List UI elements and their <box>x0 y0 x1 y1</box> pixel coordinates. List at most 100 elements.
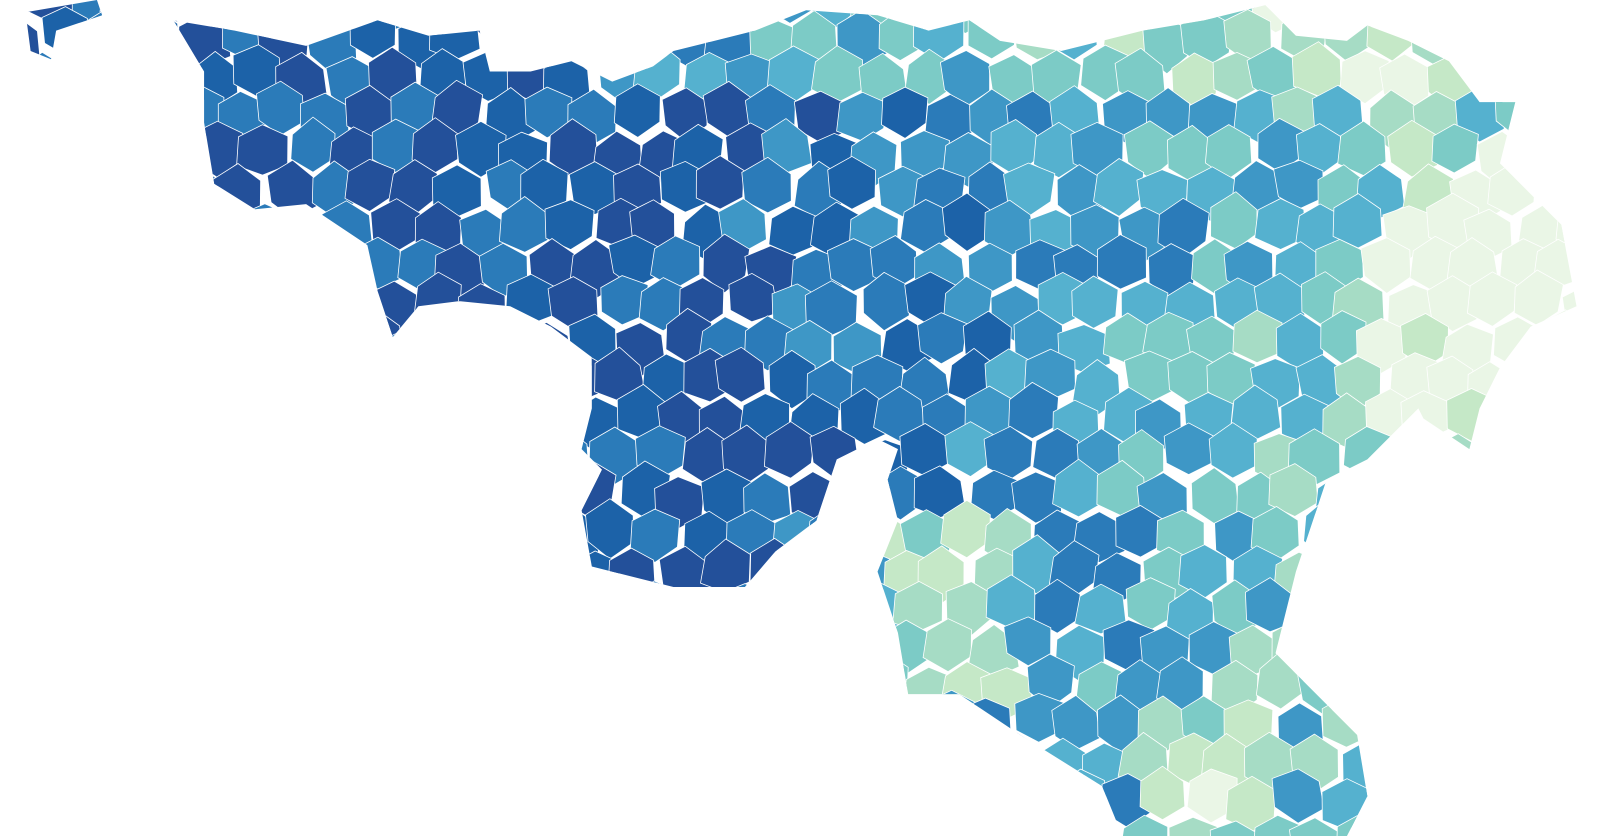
municipality <box>1496 614 1547 669</box>
municipality <box>819 652 866 707</box>
municipality <box>549 731 600 790</box>
municipality <box>714 346 766 403</box>
municipality <box>655 696 706 754</box>
municipality <box>371 584 424 643</box>
municipality <box>1515 352 1565 405</box>
municipality <box>60 589 111 647</box>
municipality <box>454 427 506 482</box>
municipality <box>0 48 21 99</box>
municipality <box>66 201 118 252</box>
municipality <box>1518 0 1567 30</box>
municipality <box>838 777 887 833</box>
municipality <box>125 78 176 135</box>
municipality <box>457 508 507 561</box>
municipality <box>175 543 226 601</box>
municipality <box>25 273 73 333</box>
municipality <box>25 156 40 213</box>
municipality <box>912 1 965 63</box>
municipality <box>260 626 311 682</box>
municipality <box>1268 463 1319 517</box>
municipality <box>720 583 769 637</box>
municipality <box>1003 616 1052 667</box>
municipality <box>827 155 877 210</box>
municipality <box>178 313 229 371</box>
municipality <box>722 658 771 710</box>
municipality <box>1033 806 1080 836</box>
municipality <box>599 579 646 635</box>
municipality <box>68 351 117 406</box>
municipality <box>1469 663 1522 714</box>
municipality <box>618 779 671 834</box>
municipality <box>0 739 15 794</box>
municipality <box>1435 502 1483 556</box>
municipality <box>0 536 2 593</box>
municipality <box>1493 316 1543 370</box>
municipality <box>1463 812 1517 836</box>
municipality <box>769 810 818 836</box>
municipality <box>1542 780 1577 835</box>
municipality <box>143 588 194 640</box>
municipality <box>948 805 998 836</box>
municipality <box>1558 732 1577 793</box>
municipality <box>1466 737 1519 793</box>
municipality <box>724 0 774 21</box>
municipality <box>25 120 75 180</box>
municipality <box>629 508 681 563</box>
municipality <box>728 272 779 323</box>
municipality <box>1583 544 1600 594</box>
municipality <box>941 192 992 252</box>
municipality <box>25 697 51 753</box>
municipality <box>1456 627 1503 682</box>
municipality <box>655 619 702 677</box>
municipality <box>1254 198 1307 250</box>
municipality <box>395 468 447 524</box>
municipality <box>129 774 181 829</box>
municipality <box>391 624 438 680</box>
municipality <box>327 281 378 340</box>
municipality <box>1339 584 1386 642</box>
municipality <box>0 615 4 670</box>
municipality <box>571 616 624 676</box>
municipality <box>1541 551 1577 604</box>
municipality <box>1387 433 1437 486</box>
municipality <box>329 653 381 710</box>
municipality <box>1495 12 1543 70</box>
municipality <box>1367 777 1418 833</box>
municipality <box>1558 52 1577 103</box>
municipality <box>522 693 571 746</box>
municipality <box>25 807 67 836</box>
municipality <box>1476 44 1527 98</box>
municipality <box>1532 473 1577 527</box>
municipality <box>327 0 380 19</box>
municipality <box>478 312 526 363</box>
municipality <box>135 240 187 295</box>
municipality <box>1381 728 1432 788</box>
municipality <box>485 10 533 62</box>
municipality <box>1389 661 1440 719</box>
municipality <box>1513 509 1563 561</box>
municipality <box>0 583 21 634</box>
municipality <box>940 499 991 559</box>
municipality <box>0 204 24 259</box>
municipality <box>306 542 357 596</box>
municipality <box>344 158 396 212</box>
municipality <box>1575 88 1577 147</box>
municipality <box>25 472 46 522</box>
municipality <box>151 499 198 555</box>
municipality <box>1361 624 1414 679</box>
municipality <box>279 357 331 415</box>
municipality <box>1339 0 1388 34</box>
municipality <box>42 313 90 372</box>
municipality <box>1034 578 1081 634</box>
municipality <box>673 586 725 645</box>
municipality <box>1518 577 1571 628</box>
municipality <box>1561 583 1577 641</box>
municipality <box>1466 271 1518 327</box>
municipality <box>257 468 309 523</box>
municipality <box>99 0 153 27</box>
municipality <box>237 578 286 633</box>
municipality <box>683 732 733 789</box>
municipality <box>25 14 41 74</box>
municipality <box>508 730 556 783</box>
